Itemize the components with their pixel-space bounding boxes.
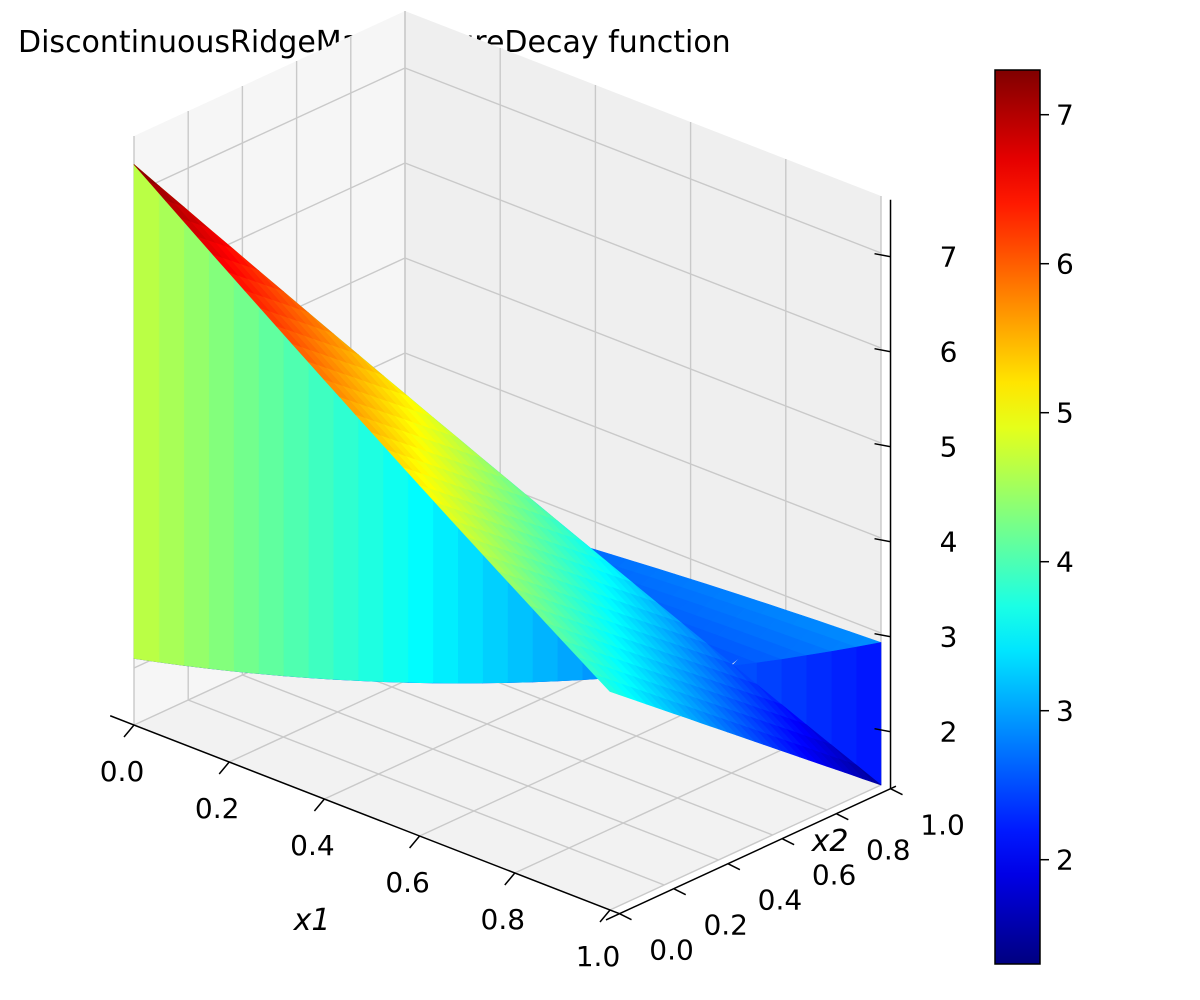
colorbar-tick-label: 5 — [1056, 397, 1074, 430]
colorbar-tick-label: 3 — [1056, 695, 1074, 728]
y-tick-mark — [781, 838, 795, 846]
y-tick-mark — [673, 888, 687, 896]
grid-line — [404, 352, 882, 539]
grid-line — [242, 674, 719, 861]
x-tick-label: 0.6 — [385, 866, 430, 899]
x-tick-label: 0.8 — [481, 903, 526, 936]
y-tick-label: 0.0 — [649, 934, 694, 967]
y-tick-label: 0.6 — [812, 859, 857, 892]
x-tick-mark — [123, 724, 135, 738]
y-axis-label: x2 — [811, 824, 849, 859]
surface-facet — [830, 646, 857, 766]
x-tick-label: 1.0 — [576, 940, 621, 973]
z-tick-mark — [874, 347, 891, 353]
x-tick-label: 0.2 — [195, 792, 240, 825]
y-tick-mark — [835, 813, 849, 821]
x-tick-label: 0.4 — [290, 829, 335, 862]
y-tick-label: 0.8 — [866, 834, 911, 867]
x-tick-mark — [409, 835, 421, 849]
surface-facet — [233, 249, 259, 674]
grid-line — [514, 747, 787, 874]
grid-line — [404, 257, 882, 444]
colorbar-gradient — [994, 69, 1041, 965]
z-tick-mark — [874, 442, 891, 448]
x-axis-line — [109, 715, 620, 915]
x-tick-mark — [218, 761, 230, 775]
x-tick-mark — [313, 798, 325, 812]
z-tick-mark — [874, 252, 891, 258]
surface-facet — [258, 270, 284, 677]
z-tick-label: 2 — [940, 716, 958, 749]
y-tick-label: 0.2 — [703, 909, 748, 942]
surface-facet — [183, 206, 209, 669]
surface-mesh — [133, 164, 882, 786]
grid-line — [609, 784, 882, 911]
surface-facet — [593, 674, 620, 695]
z-tick-mark — [874, 727, 891, 733]
surface-facet — [855, 642, 882, 786]
z-tick-label: 6 — [940, 336, 958, 369]
surface-facet — [133, 164, 160, 663]
x-tick-label: 0.0 — [100, 755, 145, 788]
y-tick-mark — [619, 913, 632, 921]
y-tick-mark — [890, 788, 903, 796]
colorbar-tick-label: 2 — [1056, 844, 1074, 877]
grid-line — [419, 710, 691, 837]
grid-line — [324, 673, 596, 800]
grid-line — [133, 67, 406, 194]
axis-lines — [109, 199, 903, 923]
x-axis-label: x1 — [293, 903, 331, 938]
z-tick-label: 3 — [940, 621, 958, 654]
z-tick-mark — [874, 537, 891, 543]
y-axis-line — [605, 785, 897, 921]
colorbar-tick-label: 7 — [1056, 99, 1074, 132]
x-tick-mark — [599, 909, 611, 923]
z-tick-label: 5 — [940, 431, 958, 464]
surface-facet — [158, 185, 185, 666]
grid-line — [404, 67, 882, 254]
grid-line — [187, 699, 665, 886]
grid-line — [404, 162, 882, 349]
x-tick-mark — [504, 872, 516, 886]
z-tick-mark — [874, 632, 891, 638]
colorbar: 2 3 4 5 6 7 — [994, 69, 1074, 965]
y-tick-label: 0.4 — [758, 884, 803, 917]
tick-labels: 0.0 0.2 0.4 0.6 0.8 1.0 0.0 0.2 0.4 0.6 0.8 1.0 2 3 4 5… — [100, 241, 965, 973]
z-tick-label: 4 — [940, 526, 958, 559]
y-tick-label: 1.0 — [920, 809, 965, 842]
surface-facet — [208, 228, 234, 672]
y-tick-mark — [727, 863, 741, 871]
colorbar-tick-label: 6 — [1056, 248, 1074, 281]
colorbar-tick-label: 4 — [1056, 546, 1074, 579]
z-tick-label: 7 — [940, 241, 958, 274]
